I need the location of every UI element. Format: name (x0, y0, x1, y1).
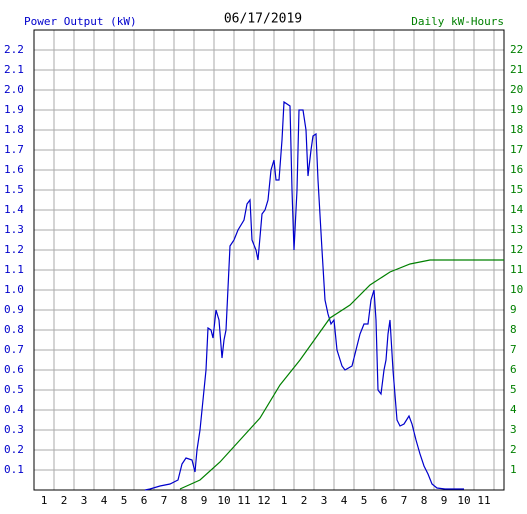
y2-tick-label: 11 (510, 263, 523, 276)
x-tick-label: 7 (401, 494, 408, 507)
x-tick-label: 5 (121, 494, 128, 507)
y2-tick-label: 6 (510, 363, 517, 376)
y-tick-label: 2.1 (4, 63, 24, 76)
y2-tick-label: 13 (510, 223, 523, 236)
x-tick-label: 2 (301, 494, 308, 507)
x-tick-label: 6 (381, 494, 388, 507)
y-tick-label: 2.0 (4, 83, 24, 96)
x-tick-label: 10 (217, 494, 230, 507)
x-tick-label: 8 (421, 494, 428, 507)
y-tick-label: 1.0 (4, 283, 24, 296)
y2-tick-label: 7 (510, 343, 517, 356)
x-tick-label: 9 (201, 494, 208, 507)
y2-tick-label: 10 (510, 283, 523, 296)
y2-tick-label: 3 (510, 423, 517, 436)
y-tick-label: 1.9 (4, 103, 24, 116)
x-tick-label: 12 (257, 494, 270, 507)
x-tick-label: 7 (161, 494, 168, 507)
right-axis-label: Daily kW-Hours (411, 15, 504, 28)
y2-tick-label: 22 (510, 43, 523, 56)
y2-tick-label: 1 (510, 463, 517, 476)
chart-title: 06/17/2019 (224, 12, 302, 27)
y2-tick-label: 14 (510, 203, 524, 216)
x-tick-label: 3 (81, 494, 88, 507)
x-tick-label: 10 (457, 494, 470, 507)
line-series (144, 100, 464, 491)
y-tick-label: 1.8 (4, 123, 24, 136)
x-tick-label: 11 (477, 494, 490, 507)
y-tick-label: 1.5 (4, 183, 24, 196)
y2-tick-label: 20 (510, 83, 523, 96)
x-tick-label: 3 (321, 494, 328, 507)
x-tick-label: 5 (361, 494, 368, 507)
y-tick-label: 0.2 (4, 443, 24, 456)
y-tick-label: 1.6 (4, 163, 24, 176)
y2-tick-label: 17 (510, 143, 523, 156)
y2-tick-label: 19 (510, 103, 523, 116)
x-tick-label: 1 (41, 494, 48, 507)
y-tick-label: 0.5 (4, 383, 24, 396)
x-tick-label: 2 (61, 494, 68, 507)
y2-tick-label: 9 (510, 303, 517, 316)
y-tick-label: 1.4 (4, 203, 24, 216)
y2-tick-label: 2 (510, 443, 517, 456)
y-tick-label: 0.8 (4, 323, 24, 336)
x-tick-label: 1 (281, 494, 288, 507)
line-series (179, 259, 504, 490)
x-tick-label: 4 (341, 494, 348, 507)
y-tick-label: 0.1 (4, 463, 24, 476)
y2-tick-label: 5 (510, 383, 517, 396)
y-tick-label: 0.3 (4, 423, 24, 436)
x-tick-label: 6 (141, 494, 148, 507)
y2-tick-label: 21 (510, 63, 523, 76)
left-axis-label: Power Output (kW) (24, 15, 137, 28)
x-tick-label: 9 (441, 494, 448, 507)
y-tick-label: 0.4 (4, 403, 24, 416)
y-tick-label: 1.1 (4, 263, 24, 276)
x-tick-label: 4 (101, 494, 108, 507)
y-tick-label: 1.2 (4, 243, 24, 256)
y2-tick-label: 12 (510, 243, 523, 256)
y-tick-label: 0.9 (4, 303, 24, 316)
y2-tick-label: 18 (510, 123, 523, 136)
y-tick-label: 1.7 (4, 143, 24, 156)
x-tick-label: 8 (181, 494, 188, 507)
y2-tick-label: 4 (510, 403, 517, 416)
y-tick-label: 2.2 (4, 43, 24, 56)
y2-tick-label: 15 (510, 183, 523, 196)
x-tick-label: 11 (237, 494, 250, 507)
y2-tick-label: 8 (510, 323, 517, 336)
y2-tick-label: 16 (510, 163, 523, 176)
y-tick-label: 0.6 (4, 363, 24, 376)
y-tick-label: 1.3 (4, 223, 24, 236)
y-tick-label: 0.7 (4, 343, 24, 356)
